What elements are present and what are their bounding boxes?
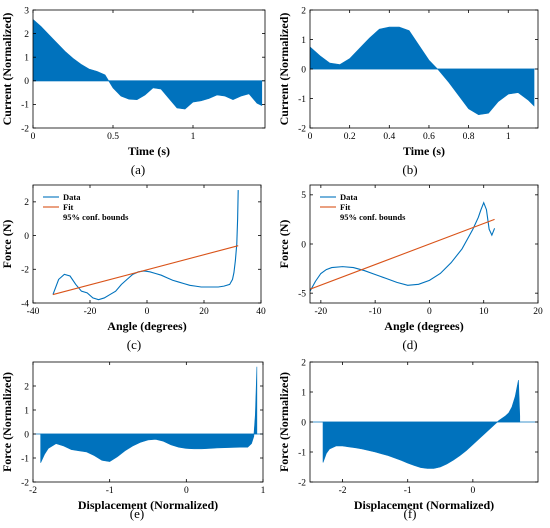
- y-axis-label: Force (N): [277, 220, 291, 269]
- panel-caption: (b): [402, 162, 417, 177]
- x-tick-label: 0: [470, 486, 475, 496]
- area-series: [40, 366, 258, 463]
- x-axis-label: Displacement (Normalized): [354, 498, 494, 512]
- panel-caption: (a): [131, 162, 145, 177]
- x-axis-label: Displacement (Normalized): [78, 498, 218, 512]
- y-tick-label: -2: [21, 266, 29, 276]
- x-tick-label: -1: [404, 486, 412, 496]
- legend-entry: Data: [63, 192, 81, 202]
- panel-f: -2 -1 0 -2 -1 0 1 2 Displacement (Normalized) For…: [277, 358, 539, 521]
- y-tick-label: -2: [21, 124, 29, 134]
- y-axis-label: Current (Normalized): [277, 13, 291, 126]
- y-axis-label: Force (N): [0, 220, 14, 269]
- y-axis-label: Force (Normalized): [277, 372, 291, 472]
- y-tick-label: 0: [301, 418, 306, 428]
- y-tick-label: 5: [301, 191, 306, 201]
- x-tick-label: 0.8: [463, 132, 475, 142]
- x-tick-label: 0.6: [423, 132, 435, 142]
- legend-entry: 95% conf. bounds: [63, 212, 129, 222]
- x-tick-label: 0.5: [107, 132, 119, 142]
- y-tick-label: 2: [24, 30, 29, 40]
- series-line-data: [310, 201, 496, 292]
- x-axis-label: Angle (degrees): [384, 319, 463, 333]
- y-tick-label: 0: [24, 77, 29, 87]
- y-tick-label: -1: [298, 448, 306, 458]
- x-tick-label: 20: [199, 307, 209, 317]
- x-tick-label: 0: [31, 132, 36, 142]
- y-tick-label: 1: [24, 54, 29, 64]
- area-series: [310, 26, 535, 116]
- x-tick-label: -2: [29, 486, 37, 496]
- y-tick-label: 1: [301, 388, 306, 398]
- legend-entry: 95% conf. bounds: [340, 212, 406, 222]
- area-series: [33, 19, 263, 110]
- axes-box: [32, 361, 264, 483]
- y-tick-label: -1: [21, 101, 29, 111]
- x-axis-label: Time (s): [403, 144, 445, 158]
- x-tick-label: 1: [191, 132, 196, 142]
- y-tick-label: -1: [298, 95, 306, 105]
- x-tick-label: 0.2: [344, 132, 356, 142]
- y-tick-label: 0: [24, 232, 29, 242]
- panel-caption: (d): [402, 337, 417, 352]
- x-tick-label: -10: [369, 307, 382, 317]
- y-tick-label: -1: [21, 454, 29, 464]
- y-tick-label: -4: [21, 299, 29, 309]
- x-tick-label: -20: [84, 307, 97, 317]
- panel-caption: (e): [130, 506, 144, 521]
- panel-a: 0 0.5 1 -2 -1 0 1 2 3 Time (s) Current (Normalized…: [0, 6, 266, 177]
- y-tick-label: 1: [301, 36, 306, 46]
- x-axis-label: Time (s): [128, 144, 170, 158]
- panel-caption: (f): [404, 506, 417, 521]
- x-tick-label: 1: [506, 132, 511, 142]
- y-tick-label: 2: [24, 198, 29, 208]
- y-tick-label: 1: [24, 406, 29, 416]
- series-line-fit: [310, 218, 495, 290]
- y-tick-label: 2: [301, 358, 306, 368]
- x-axis-label: Angle (degrees): [107, 319, 186, 333]
- panel-caption: (c): [127, 337, 141, 352]
- y-tick-label: 3: [24, 6, 29, 16]
- x-tick-label: -1: [106, 486, 114, 496]
- x-tick-label: 0: [184, 486, 189, 496]
- y-tick-label: 0: [301, 240, 306, 250]
- legend-entry: Fit: [63, 202, 74, 212]
- y-tick-label: -2: [21, 478, 29, 488]
- axes-box: [32, 9, 266, 129]
- y-tick-label: 2: [301, 6, 306, 16]
- y-tick-label: -2: [298, 478, 306, 488]
- y-axis-label: Current (Normalized): [0, 13, 14, 126]
- legend-entry: Fit: [340, 202, 351, 212]
- panel-d: -20 -10 0 10 20 -5 0 5 Angle (degrees) Force (N) D…: [277, 184, 543, 352]
- x-tick-label: 0: [145, 307, 150, 317]
- x-tick-label: -20: [315, 307, 328, 317]
- x-tick-label: 0.4: [383, 132, 395, 142]
- y-tick-label: -5: [298, 289, 306, 299]
- x-tick-label: -40: [27, 307, 40, 317]
- x-tick-label: 20: [533, 307, 543, 317]
- area-series: [322, 379, 521, 469]
- x-tick-label: 10: [479, 307, 489, 317]
- x-tick-label: 40: [256, 307, 266, 317]
- series-line-data: [52, 190, 239, 301]
- y-tick-label: 0: [301, 65, 306, 75]
- panel-e: -2 -1 0 1 -2 -1 0 1 2 Displacement (Normalized) Fo…: [0, 361, 266, 521]
- panel-b: 0 0.2 0.4 0.6 0.8 1 -2 -1 0 1 2 Time (s) Current (No…: [277, 6, 539, 177]
- x-tick-label: -2: [339, 486, 347, 496]
- y-axis-label: Force (Normalized): [0, 372, 14, 472]
- series-line-fit: [52, 245, 239, 296]
- y-tick-label: -2: [298, 124, 306, 134]
- x-tick-label: 0: [308, 132, 313, 142]
- y-tick-label: 2: [24, 382, 29, 392]
- x-tick-label: 0: [427, 307, 432, 317]
- legend-entry: Data: [340, 192, 358, 202]
- x-tick-label: 1: [261, 486, 266, 496]
- y-tick-label: 0: [24, 430, 29, 440]
